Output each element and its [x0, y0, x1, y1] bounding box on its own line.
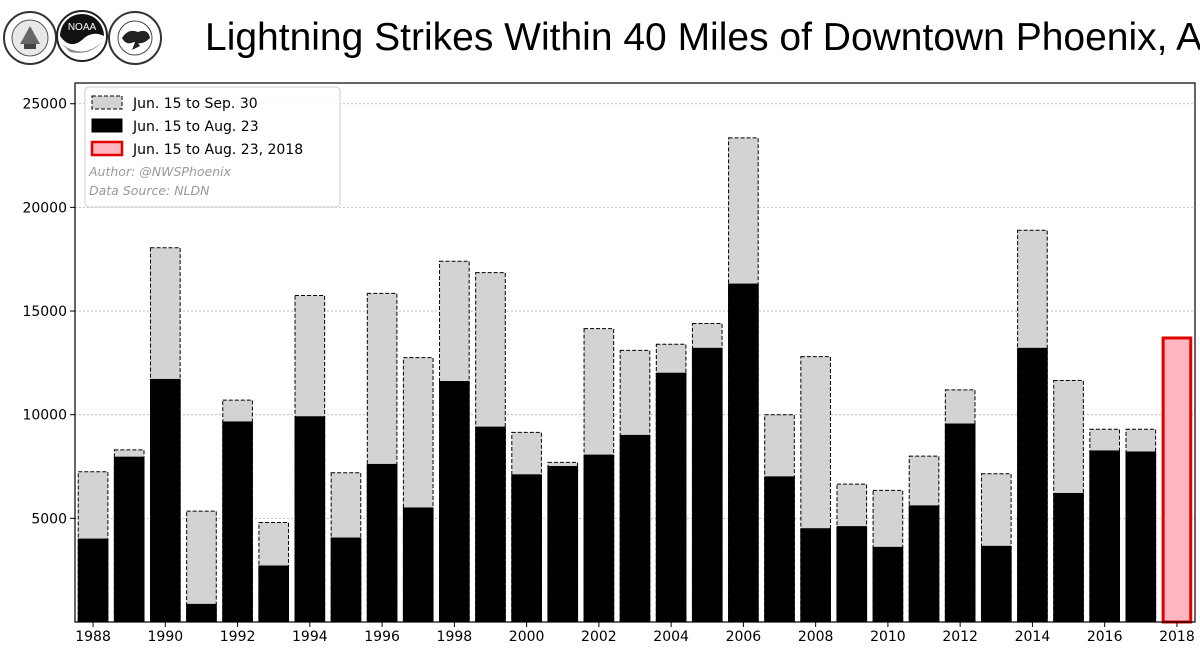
bars	[77, 137, 1193, 624]
bar-partial-season-2006	[728, 283, 759, 623]
legend-swatch	[91, 118, 123, 133]
x-tick-label: 2010	[870, 629, 906, 645]
x-tick-label: 2018	[1159, 629, 1195, 645]
bar-partial-season-1990	[150, 378, 181, 623]
bar-partial-season-2010	[872, 546, 904, 623]
bar-partial-season-2005	[691, 347, 723, 623]
x-tick-label: 1994	[292, 629, 328, 645]
legend-label: Jun. 15 to Sep. 30	[132, 96, 258, 112]
x-tick-label: 2000	[509, 629, 545, 645]
bar-partial-season-1998	[439, 381, 470, 623]
bar-partial-season-1992	[222, 421, 253, 623]
bar-partial-season-1999	[475, 426, 506, 623]
bar-partial-season-2012	[944, 423, 976, 623]
axes: 5000 10000 15000 20000 25000 1988 1990 1992 1994…	[22, 82, 1196, 645]
y-tick-label: 15000	[22, 304, 67, 320]
x-tick-label: 1992	[220, 629, 256, 645]
nws-logo-icon	[108, 11, 162, 65]
legend-box	[84, 86, 341, 208]
bar-partial-season-2008	[800, 528, 831, 623]
x-tick-label: 2006	[726, 629, 762, 645]
legend: Jun. 15 to Sep. 30 Jun. 15 to Aug. 23 Jun.…	[84, 86, 341, 208]
bar-partial-season-2009	[836, 526, 868, 623]
chart-title: Lightning Strikes Within 40 Miles of Dow…	[205, 16, 1200, 59]
bar-partial-season-1996	[366, 463, 398, 623]
plot-frame	[74, 82, 1196, 623]
legend-swatch	[90, 140, 124, 157]
bar-partial-season-2011	[908, 505, 940, 623]
bar-partial-season-2003	[619, 434, 651, 623]
y-tick-label: 20000	[22, 200, 67, 216]
bar-partial-season-1988	[77, 538, 109, 623]
x-tick-label: 2012	[942, 629, 978, 645]
noaa-logo-icon: NOAA	[56, 10, 108, 62]
y-tick-label: 25000	[22, 97, 67, 113]
bar-partial-season-2004	[655, 372, 687, 623]
y-tick-label: 10000	[22, 408, 67, 424]
bar-partial-season-1993	[258, 565, 290, 623]
bar-partial-season-2016	[1089, 450, 1120, 623]
bar-partial-season-1995	[330, 537, 362, 623]
annotation-text: Author: @NWSPhoenix	[88, 164, 232, 179]
legend-swatch	[91, 95, 123, 110]
x-tick-label: 2002	[581, 629, 617, 645]
legend-label: Jun. 15 to Aug. 23	[132, 119, 259, 135]
x-tick-label: 1988	[75, 629, 111, 645]
x-tick-label: 2016	[1087, 629, 1123, 645]
x-tick-label: 1998	[437, 629, 473, 645]
annotation-text: Data Source: NLDN	[89, 183, 210, 198]
bar-partial-season-1994	[294, 416, 326, 623]
x-tick-label: 1996	[364, 629, 400, 645]
bar-partial-season-2013	[980, 545, 1012, 623]
bar-partial-season-2017	[1125, 451, 1157, 623]
y-tick-label: 5000	[31, 511, 67, 527]
bar-partial-season-2000	[511, 474, 542, 623]
x-tick-label: 2014	[1015, 629, 1051, 645]
bar-partial-season-2007	[764, 476, 795, 623]
bar-partial-season-1997	[402, 507, 434, 623]
bar-partial-season-1991	[186, 603, 217, 623]
commerce-seal-icon	[3, 11, 57, 65]
bar-partial-season-1989	[113, 456, 145, 623]
bar-partial-season-2015	[1053, 492, 1084, 623]
bar-full-season-1991	[186, 510, 217, 623]
agency-logos: NOAA	[3, 10, 162, 65]
bar-partial-season-2014	[1017, 347, 1048, 623]
x-tick-label: 1990	[148, 629, 184, 645]
bar-partial-season-2001	[547, 466, 579, 623]
x-tick-label: 2008	[798, 629, 834, 645]
bar-highlight-2018	[1161, 336, 1193, 624]
x-tick-label: 2004	[653, 629, 689, 645]
bar-partial-season-2002	[583, 454, 615, 623]
legend-label: Jun. 15 to Aug. 23, 2018	[132, 142, 303, 158]
svg-text:NOAA: NOAA	[68, 22, 97, 33]
